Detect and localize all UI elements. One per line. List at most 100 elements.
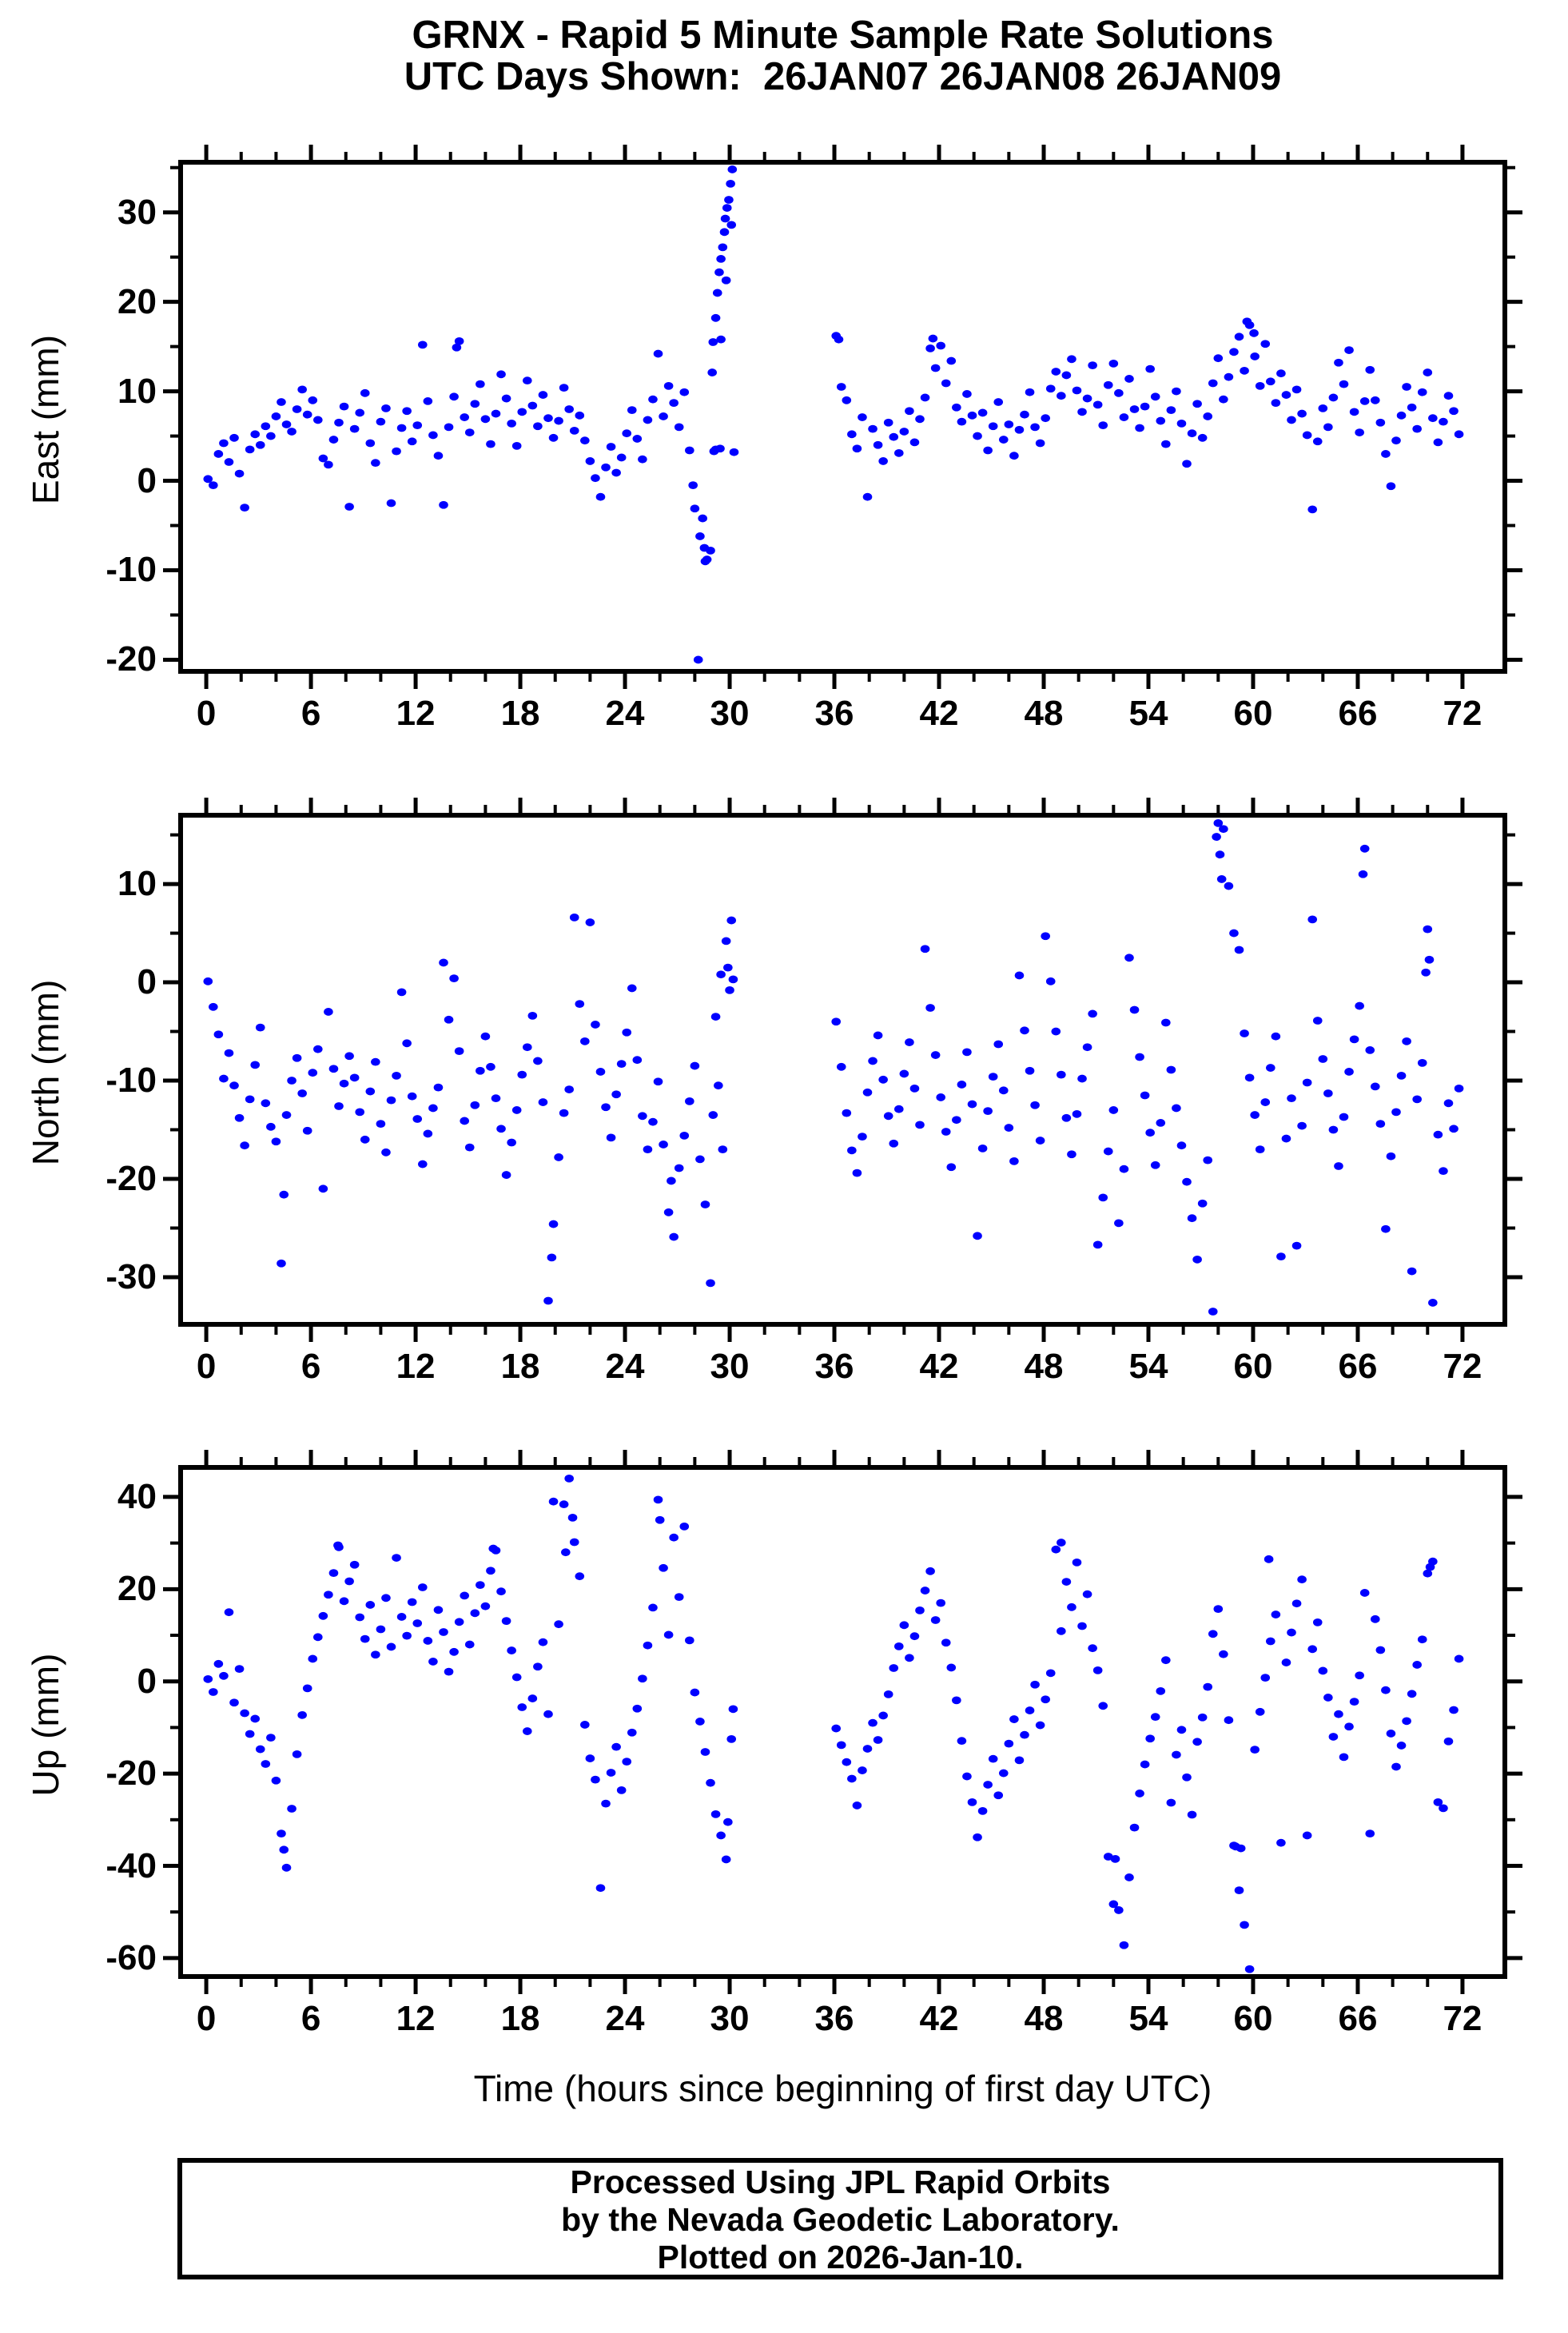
north-data-point: [554, 1153, 563, 1161]
up-data-point: [721, 1855, 731, 1864]
north-data-point: [412, 1115, 423, 1123]
up-data-point: [501, 1617, 511, 1626]
east-data-point: [1145, 364, 1155, 373]
north-data-point: [1318, 1055, 1328, 1063]
up-data-point: [476, 1581, 485, 1590]
up-data-point: [1067, 1602, 1077, 1611]
east-data-point: [699, 543, 710, 552]
up-data-point: [392, 1554, 401, 1562]
north-data-point: [1412, 1095, 1422, 1104]
east-data-point: [627, 406, 637, 415]
east-data-point: [261, 422, 271, 431]
north-data-point: [1119, 1165, 1129, 1173]
up-data-point: [632, 1704, 643, 1713]
up-data-point: [522, 1727, 532, 1735]
up-data-point: [292, 1750, 302, 1758]
up-data-point: [209, 1688, 218, 1696]
north-data-point: [255, 1023, 265, 1032]
north-data-point: [710, 1013, 721, 1021]
north-data-point: [580, 1037, 590, 1045]
north-data-point: [1370, 1082, 1380, 1091]
east-data-point: [1229, 348, 1239, 356]
up-data-point: [213, 1659, 224, 1668]
up-data-point: [847, 1774, 857, 1783]
north-data-point: [967, 1100, 977, 1109]
east-data-point: [707, 368, 718, 376]
up-data-point: [333, 1541, 343, 1550]
up-data-point: [1417, 1635, 1427, 1644]
up-frame: [178, 1465, 1507, 1979]
north-data-point: [1224, 882, 1234, 890]
up-data-point: [1108, 1900, 1119, 1909]
north-data-point: [297, 1089, 307, 1097]
up-data-point: [261, 1760, 271, 1768]
east-data-point: [517, 408, 527, 416]
north-data-point: [858, 1133, 867, 1141]
east-data-point: [941, 379, 951, 388]
east-data-point: [452, 343, 462, 352]
up-data-point: [1224, 1716, 1234, 1725]
north-data-point: [1216, 875, 1227, 883]
up-data-point: [1375, 1646, 1386, 1654]
north-data-point: [1020, 1026, 1029, 1035]
up-data-point: [1045, 1669, 1056, 1678]
east-data-point: [915, 415, 925, 424]
north-data-point: [977, 1144, 988, 1153]
north-data-point: [1182, 1177, 1192, 1186]
north-data-point: [718, 1145, 728, 1154]
up-data-point: [679, 1522, 690, 1531]
up-data-point: [1020, 1730, 1029, 1739]
up-data-point: [496, 1587, 506, 1596]
north-data-point: [700, 1200, 710, 1208]
east-data-point: [659, 412, 668, 420]
up-data-point: [1236, 1844, 1246, 1853]
up-data-point: [706, 1778, 715, 1787]
y-tick-label: 20: [117, 281, 157, 321]
up-data-point: [983, 1781, 993, 1789]
north-data-point: [1057, 1070, 1066, 1079]
north-data-point: [428, 1104, 438, 1113]
x-tick-label: 42: [919, 1999, 959, 2038]
east-data-point: [1355, 428, 1364, 436]
east-data-point: [842, 396, 852, 404]
up-data-point: [1150, 1713, 1160, 1722]
east-data-point: [308, 396, 318, 404]
north-data-point: [708, 1111, 718, 1119]
x-tick-label: 18: [500, 694, 540, 733]
up-data-point: [1208, 1630, 1218, 1638]
north-data-point: [1025, 1066, 1035, 1075]
up-data-point: [663, 1630, 674, 1639]
up-data-point: [695, 1718, 705, 1726]
north-data-point: [527, 1011, 538, 1020]
north-data-point: [905, 1038, 914, 1046]
footer-line-1: Processed Using JPL Rapid Orbits: [570, 2164, 1111, 2200]
north-data-point: [324, 1008, 333, 1016]
up-data-point: [1276, 1838, 1286, 1847]
north-data-point: [962, 1048, 972, 1057]
east-data-point: [365, 439, 376, 448]
up-data-point: [1119, 1941, 1129, 1949]
east-data-point: [718, 243, 728, 252]
east-data-point: [559, 384, 569, 392]
up-data-point: [339, 1597, 349, 1606]
east-data-point: [889, 432, 899, 441]
north-data-point: [229, 1081, 239, 1090]
east-data-point: [1381, 450, 1391, 458]
east-data-point: [1088, 361, 1097, 370]
north-data-point: [511, 1106, 522, 1114]
up-data-point: [893, 1642, 904, 1650]
up-data-point: [559, 1500, 569, 1509]
east-data-point: [957, 417, 967, 426]
up-data-point: [936, 1598, 945, 1607]
x-tick-label: 36: [814, 1999, 854, 2038]
east-data-point: [302, 410, 312, 419]
y-tick-label: -20: [105, 1754, 157, 1794]
up-data-point: [407, 1598, 417, 1606]
east-data-point: [491, 409, 501, 418]
up-data-point: [569, 1538, 579, 1547]
east-data-point: [1082, 394, 1092, 403]
y-tick-label: -20: [105, 639, 157, 679]
east-data-point: [858, 413, 867, 421]
x-tick-label: 66: [1338, 1347, 1378, 1386]
east-data-point: [392, 447, 401, 456]
